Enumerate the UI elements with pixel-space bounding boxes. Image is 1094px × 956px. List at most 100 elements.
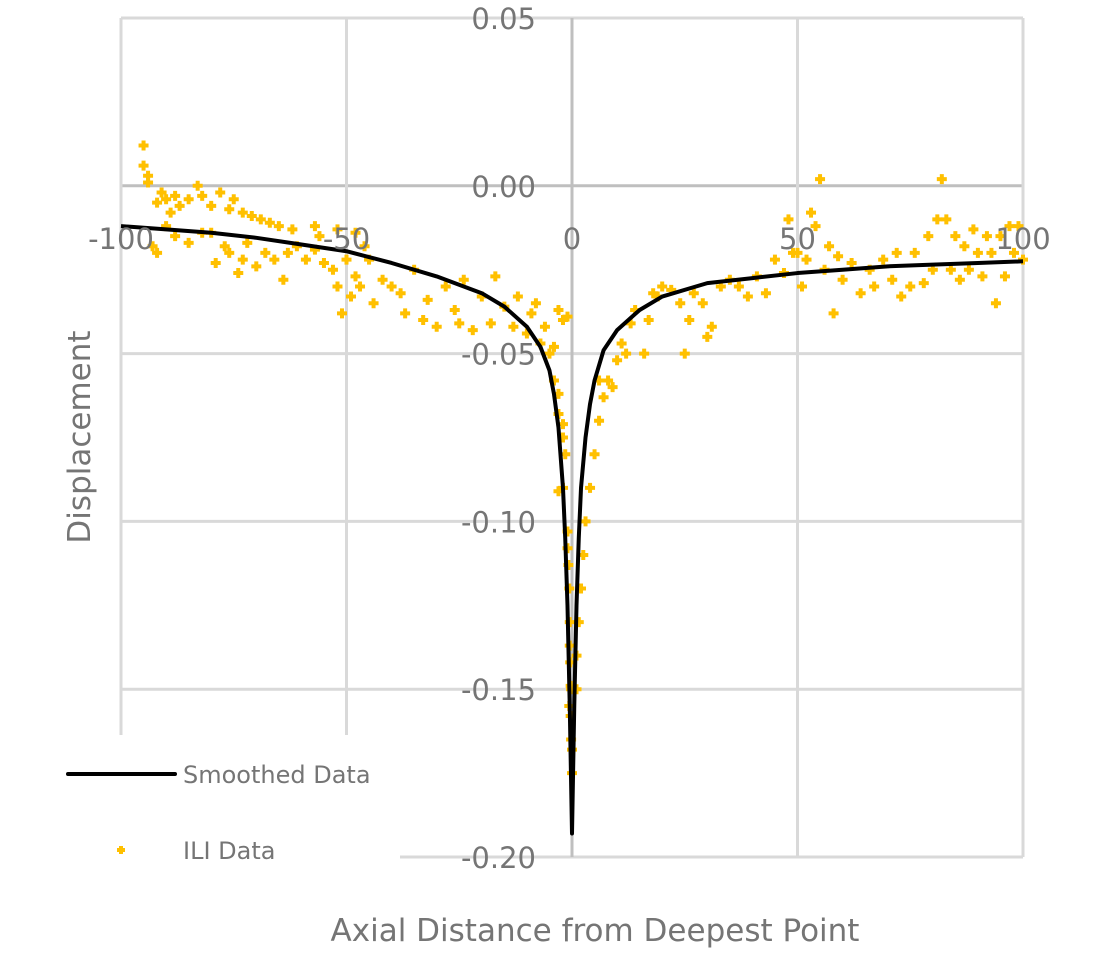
ili-data-point [192, 180, 203, 191]
ili-data-point [530, 298, 541, 309]
ili-data-point [386, 281, 397, 292]
ili-data-point [688, 288, 699, 299]
ili-data-point [580, 516, 591, 527]
ili-data-point [174, 200, 185, 211]
ili-data-point [282, 247, 293, 258]
ili-data-point [544, 348, 555, 359]
ili-data-point [152, 197, 163, 208]
ili-data-point [161, 194, 172, 205]
ili-data-point [210, 257, 221, 268]
ili-data-point [377, 274, 388, 285]
ili-data-point [237, 207, 248, 218]
ili-data-point [968, 224, 979, 235]
ili-data-point [440, 281, 451, 292]
ili-data-point [806, 207, 817, 218]
ili-data-point [769, 254, 780, 265]
ili-data-point [485, 318, 496, 329]
ili-data-point [909, 247, 920, 258]
ili-data-point [783, 214, 794, 225]
ili-data-point [797, 281, 808, 292]
ili-data-point [170, 190, 181, 201]
ili-data-point [905, 281, 916, 292]
legend-label-ili: ILI Data [183, 837, 275, 865]
tick-labels: -100 -50 0 50 100 0.05 0.00 -0.05 -0.10 -0.15 -0.2… [88, 2, 1051, 875]
ili-data-point [359, 241, 370, 252]
ili-data-point [332, 281, 343, 292]
ili-data-point [990, 298, 1001, 309]
ili-data-point [999, 271, 1010, 282]
ili-data-point [251, 261, 262, 272]
ili-data-point [467, 325, 478, 336]
ili-data-point [981, 231, 992, 242]
ili-data-point [941, 214, 952, 225]
y-tick-label: 0.00 [471, 170, 536, 204]
ili-data-point [400, 308, 411, 319]
ili-data-point [508, 321, 519, 332]
ili-data-point [539, 321, 550, 332]
ili-data-point [896, 291, 907, 302]
ili-data-point [318, 257, 329, 268]
ili-data-point [458, 274, 469, 285]
ili-data-point [183, 237, 194, 248]
ili-data-point [336, 308, 347, 319]
ili-data-point [143, 177, 154, 188]
legend-plus-marker-icon [117, 846, 125, 854]
ili-data-point [846, 257, 857, 268]
ili-data-point [346, 291, 357, 302]
ili-data-point [675, 298, 686, 309]
ili-data-point [923, 231, 934, 242]
ili-data-point [833, 251, 844, 262]
x-tick-label: 100 [995, 222, 1050, 256]
ili-data-point [156, 187, 167, 198]
ili-data-point [589, 449, 600, 460]
ili-data-point [165, 207, 176, 218]
ili-data-point [891, 247, 902, 258]
ili-data-point [300, 254, 311, 265]
ili-data-point [977, 271, 988, 282]
ili-data-point [228, 194, 239, 205]
ili-data-point [350, 271, 361, 282]
y-axis-title: Displacement [62, 330, 98, 543]
ili-data-point [309, 221, 320, 232]
plot-marks [120, 140, 1028, 836]
ili-data-point [995, 231, 1006, 242]
ili-data-point [810, 221, 821, 232]
ili-data-point [837, 274, 848, 285]
ili-data-point [679, 348, 690, 359]
x-tick-label: -100 [88, 222, 154, 256]
ili-data-point [278, 274, 289, 285]
ili-data-point [368, 298, 379, 309]
y-tick-label: -0.10 [461, 505, 536, 539]
ili-data-point [936, 174, 947, 185]
ili-data-point [219, 241, 230, 252]
legend: Smoothed Data ILI Data [66, 761, 371, 865]
ili-data-point [350, 227, 361, 238]
ili-data-point [215, 187, 226, 198]
ili-data-point [242, 237, 253, 248]
ili-data-point [603, 375, 614, 386]
x-tick-label: 0 [563, 222, 581, 256]
ili-data-point [562, 311, 573, 322]
ili-data-point [828, 308, 839, 319]
ili-data-point [260, 247, 271, 258]
ili-data-point [585, 482, 596, 493]
ili-data-point [548, 341, 559, 352]
ili-data-point [963, 264, 974, 275]
ili-data-point [972, 247, 983, 258]
ili-data-point [418, 315, 429, 326]
ili-data-point [512, 291, 523, 302]
ili-data-point [742, 291, 753, 302]
y-tick-label: -0.05 [461, 338, 536, 372]
ili-data-point [657, 281, 668, 292]
ili-data-point [273, 221, 284, 232]
ili-data-point [684, 315, 695, 326]
ili-data-point [422, 294, 433, 305]
ili-data-point [269, 254, 280, 265]
ili-data-point [733, 281, 744, 292]
y-tick-label: 0.05 [471, 2, 536, 36]
ili-data-point [431, 321, 442, 332]
ili-data-point [706, 321, 717, 332]
smoothed-data-line [120, 224, 1024, 836]
ili-data-point [986, 247, 997, 258]
